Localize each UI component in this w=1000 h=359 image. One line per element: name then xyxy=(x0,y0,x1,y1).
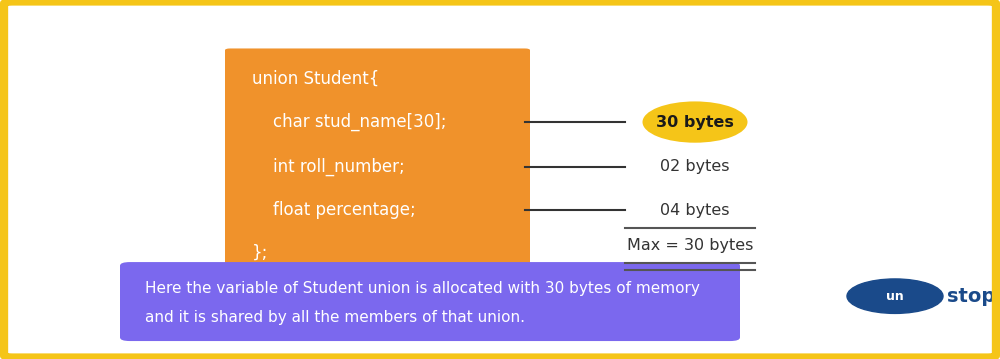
Text: int roll_number;: int roll_number; xyxy=(252,158,405,176)
FancyBboxPatch shape xyxy=(225,48,530,296)
Text: stop: stop xyxy=(947,287,995,306)
Text: 04 bytes: 04 bytes xyxy=(660,202,730,218)
Text: 30 bytes: 30 bytes xyxy=(656,115,734,130)
Text: };: }; xyxy=(252,244,268,262)
FancyBboxPatch shape xyxy=(120,262,740,341)
Text: 02 bytes: 02 bytes xyxy=(660,159,730,174)
Text: float percentage;: float percentage; xyxy=(252,201,416,219)
Text: Here the variable of Student union is allocated with 30 bytes of memory: Here the variable of Student union is al… xyxy=(145,281,700,297)
Circle shape xyxy=(847,279,943,313)
Text: un: un xyxy=(886,290,904,303)
Ellipse shape xyxy=(642,102,748,143)
Text: union Student{: union Student{ xyxy=(252,70,379,88)
Text: char stud_name[30];: char stud_name[30]; xyxy=(252,113,446,131)
Text: Max = 30 bytes: Max = 30 bytes xyxy=(627,238,753,253)
Text: and it is shared by all the members of that union.: and it is shared by all the members of t… xyxy=(145,310,525,325)
